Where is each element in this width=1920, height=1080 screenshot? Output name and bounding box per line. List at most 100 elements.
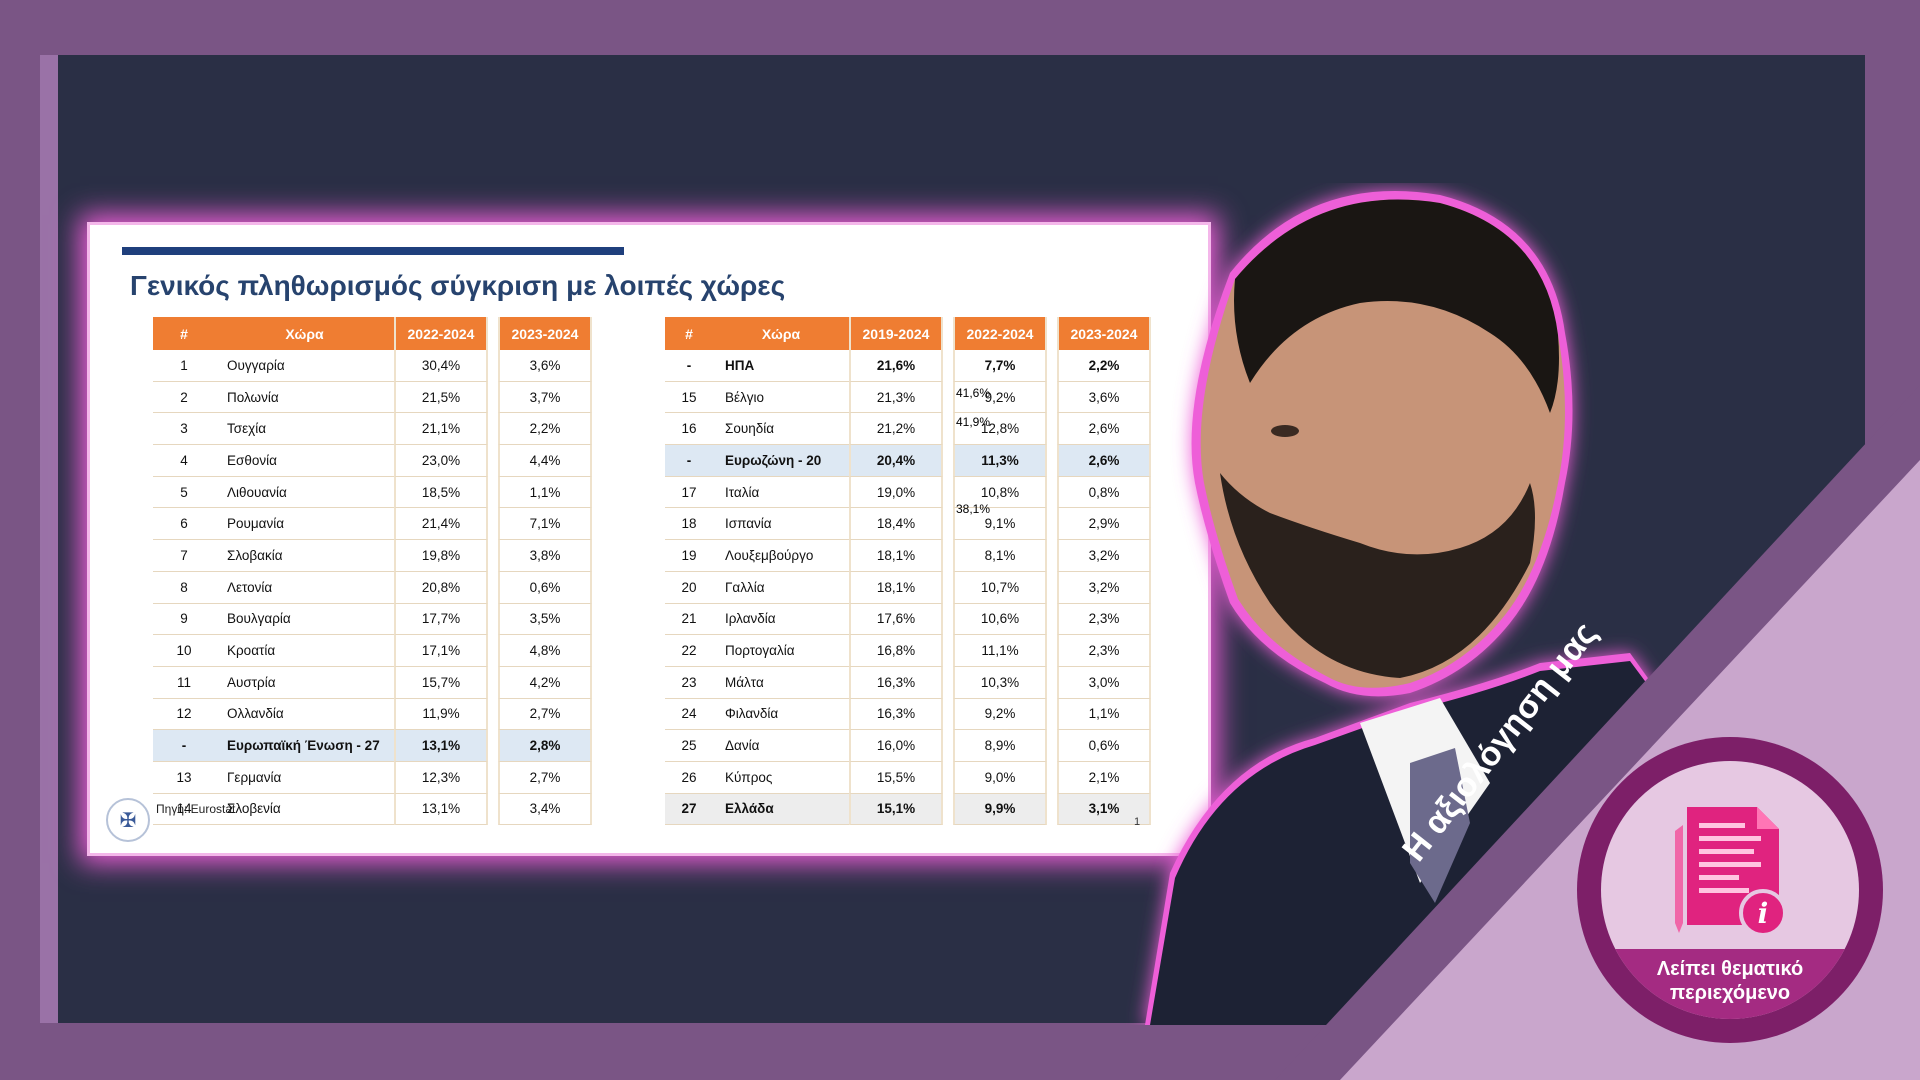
value-cell: 21,6% xyxy=(849,350,943,382)
rank-cell: 25 xyxy=(665,730,713,762)
table-header-row: # Χώρα 2022-2024 2023-2024 xyxy=(153,317,592,350)
rank-cell: 2 xyxy=(153,382,215,414)
rank-cell: 27 xyxy=(665,793,713,826)
column-gap xyxy=(1047,698,1057,731)
column-gap xyxy=(488,317,498,350)
value-cell: 9,1% xyxy=(953,508,1047,541)
table-row: - Ευρωπαϊκή Ένωση - 27 13,1% 2,8% xyxy=(153,730,592,762)
rank-cell: 5 xyxy=(153,477,215,509)
country-cell: Μάλτα xyxy=(713,667,849,699)
table-row: 8 Λετονία 20,8% 0,6% xyxy=(153,571,592,604)
value-cell: 3,2% xyxy=(1057,540,1151,572)
country-cell: Ιταλία xyxy=(713,477,849,509)
table-row: 12 Ολλανδία 11,9% 2,7% xyxy=(153,698,592,731)
country-cell: Κροατία xyxy=(215,635,394,667)
column-header: 2022-2024 xyxy=(953,317,1047,350)
value-cell: 3,7% xyxy=(498,381,592,414)
value-cell: 15,7% xyxy=(394,666,488,699)
country-cell: Ελλάδα xyxy=(713,793,849,826)
column-gap xyxy=(943,666,953,699)
value-cell: 9,9% xyxy=(953,793,1047,826)
column-gap xyxy=(488,540,498,572)
column-gap xyxy=(488,761,498,794)
column-gap xyxy=(1047,603,1057,636)
source-note: Πηγή: Eurostat xyxy=(156,802,236,816)
left-inflation-table: # Χώρα 2022-2024 2023-2024 1 Ουγγαρία 30,4… xyxy=(153,317,592,826)
column-gap xyxy=(488,635,498,667)
value-cell: 4,4% xyxy=(498,445,592,477)
value-cell: 19,0% xyxy=(849,476,943,509)
value-cell: 23,0% xyxy=(394,445,488,477)
rank-cell: 13 xyxy=(153,762,215,794)
table-row: 21 Ιρλανδία 17,6% 10,6% 2,3% xyxy=(665,603,1151,636)
value-cell: 8,1% xyxy=(953,540,1047,572)
value-cell: 3,1% xyxy=(1057,793,1151,826)
value-cell: 21,3% xyxy=(849,381,943,414)
rank-cell: 15 xyxy=(665,382,713,414)
overlay-number: 41,9% xyxy=(956,415,991,429)
column-header: 2023-2024 xyxy=(1057,317,1151,350)
right-inflation-table: # Χώρα 2019-2024 2022-2024 2023-2024 - ΗΠ… xyxy=(665,317,1151,826)
value-cell: 13,1% xyxy=(394,793,488,826)
country-cell: Αυστρία xyxy=(215,667,394,699)
column-header: 2023-2024 xyxy=(498,317,592,350)
column-gap xyxy=(943,350,953,382)
column-header: 2022-2024 xyxy=(394,317,488,350)
value-cell: 10,7% xyxy=(953,571,1047,604)
value-cell: 18,1% xyxy=(849,571,943,604)
value-cell: 10,8% xyxy=(953,476,1047,509)
value-cell: 19,8% xyxy=(394,540,488,572)
column-gap xyxy=(943,730,953,762)
rank-cell: 10 xyxy=(153,635,215,667)
rank-cell: 12 xyxy=(153,699,215,731)
value-cell: 7,7% xyxy=(953,350,1047,382)
rank-cell: 17 xyxy=(665,477,713,509)
rank-cell: 4 xyxy=(153,445,215,477)
value-cell: 2,3% xyxy=(1057,635,1151,667)
rank-cell: 9 xyxy=(153,604,215,636)
country-cell: Γαλλία xyxy=(713,572,849,604)
value-cell: 3,0% xyxy=(1057,666,1151,699)
column-gap xyxy=(1047,476,1057,509)
column-header: # xyxy=(153,317,215,350)
table-row: 7 Σλοβακία 19,8% 3,8% xyxy=(153,540,592,572)
column-gap xyxy=(1047,445,1057,477)
value-cell: 2,8% xyxy=(498,730,592,762)
country-cell: Λετονία xyxy=(215,572,394,604)
value-cell: 7,1% xyxy=(498,508,592,541)
value-cell: 30,4% xyxy=(394,350,488,382)
country-cell: Ευρωζώνη - 20 xyxy=(713,445,849,477)
country-cell: Πολωνία xyxy=(215,382,394,414)
value-cell: 21,2% xyxy=(849,413,943,446)
value-cell: 4,2% xyxy=(498,666,592,699)
column-gap xyxy=(943,413,953,446)
column-gap xyxy=(943,761,953,794)
column-gap xyxy=(1047,761,1057,794)
table-row: 1 Ουγγαρία 30,4% 3,6% xyxy=(153,350,592,382)
table-row: 24 Φιλανδία 16,3% 9,2% 1,1% xyxy=(665,698,1151,731)
column-gap xyxy=(488,666,498,699)
column-gap xyxy=(1047,317,1057,350)
rank-cell: 14 xyxy=(153,794,215,826)
country-cell: Δανία xyxy=(713,730,849,762)
value-cell: 2,6% xyxy=(1057,413,1151,446)
table-row: 27 Ελλάδα 15,1% 9,9% 3,1% xyxy=(665,793,1151,826)
table-row: 15 Βέλγιο 21,3% 9,2% 3,6% xyxy=(665,381,1151,414)
column-gap xyxy=(943,603,953,636)
badge-verdict-strip xyxy=(1601,949,1859,1019)
slide-accent-bar xyxy=(122,247,624,255)
table-row: 3 Τσεχία 21,1% 2,2% xyxy=(153,413,592,446)
svg-text:i: i xyxy=(1758,897,1769,930)
value-cell: 1,1% xyxy=(1057,698,1151,731)
column-header: Χώρα xyxy=(713,317,849,350)
column-gap xyxy=(1047,381,1057,414)
column-header: 2019-2024 xyxy=(849,317,943,350)
country-cell: Ουγγαρία xyxy=(215,350,394,382)
table-row: 2 Πολωνία 21,5% 3,7% xyxy=(153,381,592,414)
rating-badge-inner: i Λείπει θεματικό περιεχόμενο xyxy=(1601,761,1859,1019)
column-gap xyxy=(943,540,953,572)
value-cell: 16,3% xyxy=(849,698,943,731)
table-header-row: # Χώρα 2019-2024 2022-2024 2023-2024 xyxy=(665,317,1151,350)
country-cell: Γερμανία xyxy=(215,762,394,794)
value-cell: 16,8% xyxy=(849,635,943,667)
